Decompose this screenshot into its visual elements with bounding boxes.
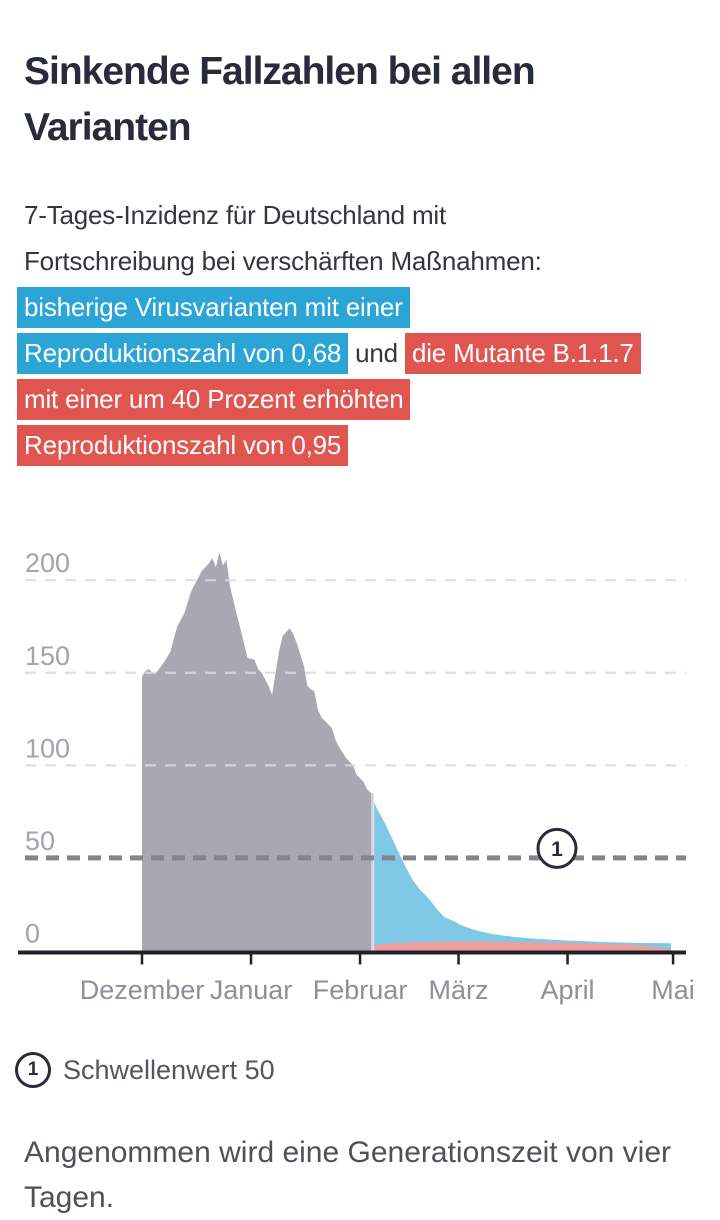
chart-svg: 0 50 100 150 200 Dezember Januar Februar März Apr… — [18, 548, 695, 1005]
chart-title: Sinkende Fallzahlen bei allen Varianten — [24, 44, 700, 156]
legend-marker-circle: 1 — [15, 1052, 51, 1088]
threshold-marker-circle — [536, 827, 578, 869]
chart-subtitle: 7-Tages-Inzidenz für Deutschland mit For… — [17, 192, 714, 468]
incidence-area-chart: 0 50 100 150 200 Dezember Januar Februar März Apr… — [0, 520, 720, 1012]
area-past-incidence — [142, 552, 372, 951]
highlight-red: mit einer um 40 Prozent erhöhten — [17, 379, 411, 420]
subtitle-text: Fortschreibung bei verschärften Maßnahme… — [24, 246, 542, 276]
title-line-2: Varianten — [24, 106, 192, 150]
area-old-variants-projection — [374, 802, 671, 951]
title-line-1: Sinkende Fallzahlen bei allen — [24, 50, 536, 94]
area-mutant-projection — [374, 941, 672, 951]
x-axis-label: Mai — [651, 975, 695, 1005]
highlight-blue: bisherige Virusvarianten mit einer — [17, 287, 410, 328]
subtitle-line: Reproduktionszahl von 0,68 und die Mutan… — [17, 330, 714, 376]
subtitle-line: mit einer um 40 Prozent erhöhten — [17, 376, 714, 422]
legend-marker-number: 1 — [27, 1059, 39, 1080]
subtitle-text: 7-Tages-Inzidenz für Deutschland mit — [24, 200, 447, 230]
subtitle-line: 7-Tages-Inzidenz für Deutschland mit — [24, 192, 714, 238]
x-axis-label: Februar — [313, 975, 408, 1005]
y-axis-label: 50 — [25, 826, 55, 856]
footer-line: Tagen. — [24, 1181, 115, 1214]
x-axis-label: März — [429, 975, 489, 1005]
y-axis-label: 150 — [25, 641, 70, 671]
y-axis-label: 200 — [25, 548, 70, 578]
y-axis-label: 100 — [25, 733, 70, 763]
legend: 1 Schwellenwert 50 — [15, 1052, 275, 1088]
x-axis-label: Januar — [210, 975, 293, 1005]
x-axis-label: Dezember — [80, 975, 205, 1005]
subtitle-text: und — [355, 338, 398, 368]
footer-line: Angenommen wird eine Generationszeit von… — [24, 1136, 672, 1169]
threshold-marker-number: 1 — [551, 838, 563, 861]
x-axis-label: April — [541, 975, 595, 1005]
y-axis-label: 0 — [25, 919, 40, 949]
highlight-blue: Reproduktionszahl von 0,68 — [17, 333, 349, 374]
subtitle-line: Fortschreibung bei verschärften Maßnahme… — [24, 238, 714, 284]
subtitle-line: Reproduktionszahl von 0,95 — [17, 422, 714, 468]
legend-label: Schwellenwert 50 — [63, 1054, 275, 1085]
highlight-red: die Mutante B.1.1.7 — [404, 333, 641, 374]
highlight-red: Reproduktionszahl von 0,95 — [17, 425, 349, 466]
footer-note: Angenommen wird eine Generationszeit von… — [24, 1130, 704, 1220]
subtitle-line: bisherige Virusvarianten mit einer — [17, 284, 714, 330]
